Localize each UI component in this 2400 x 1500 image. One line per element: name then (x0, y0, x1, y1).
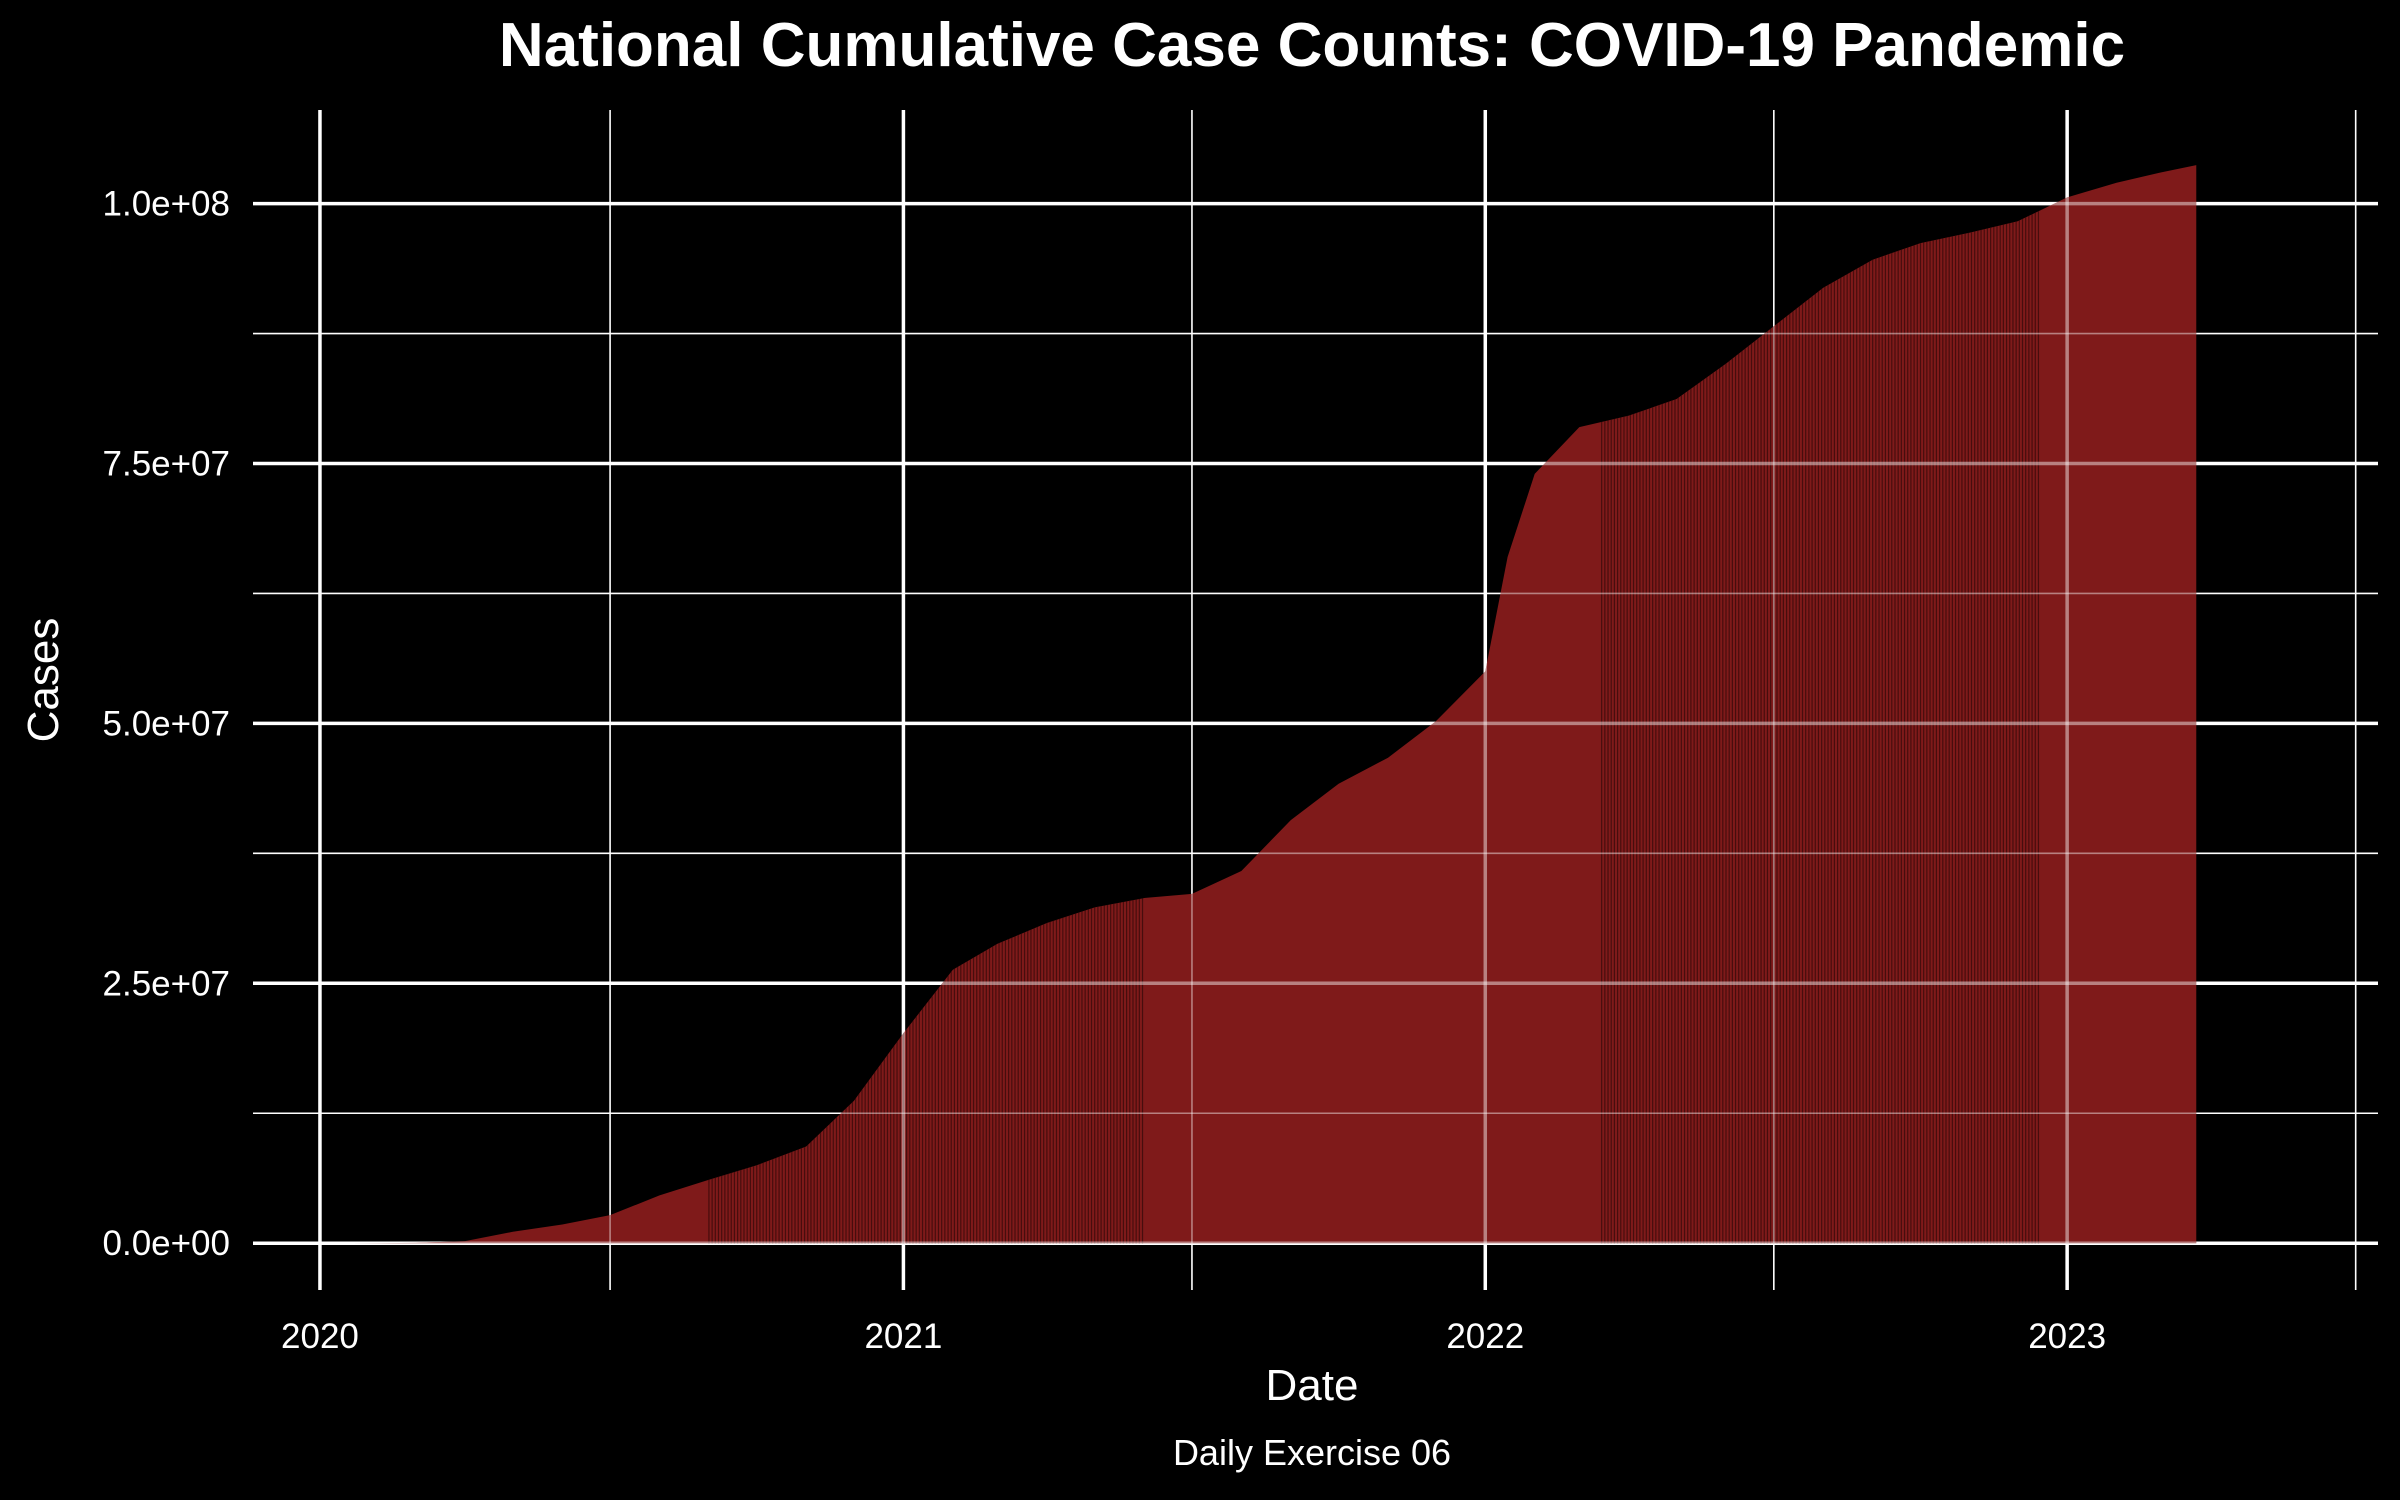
y-tick-label: 7.5e+07 (103, 444, 231, 483)
y-tick-label: 0.0e+00 (103, 1224, 231, 1263)
chart-title: National Cumulative Case Counts: COVID-1… (499, 11, 2125, 80)
y-tick-label: 2.5e+07 (103, 964, 231, 1003)
x-tick-label: 2021 (864, 1317, 942, 1356)
tick-labels: 0.0e+00 2.5e+07 5.0e+07 7.5e+07 1.0e+08 2020 2… (103, 185, 2107, 1356)
y-tick-label: 1.0e+08 (103, 185, 231, 224)
x-tick-label: 2020 (281, 1317, 359, 1356)
x-tick-label: 2023 (2028, 1317, 2106, 1356)
x-tick-label: 2022 (1446, 1317, 1524, 1356)
x-axis-title: Date (1266, 1361, 1359, 1410)
y-axis-title: Cases (19, 618, 68, 743)
chart-caption: Daily Exercise 06 (1173, 1432, 1451, 1473)
y-tick-label: 5.0e+07 (103, 704, 231, 743)
